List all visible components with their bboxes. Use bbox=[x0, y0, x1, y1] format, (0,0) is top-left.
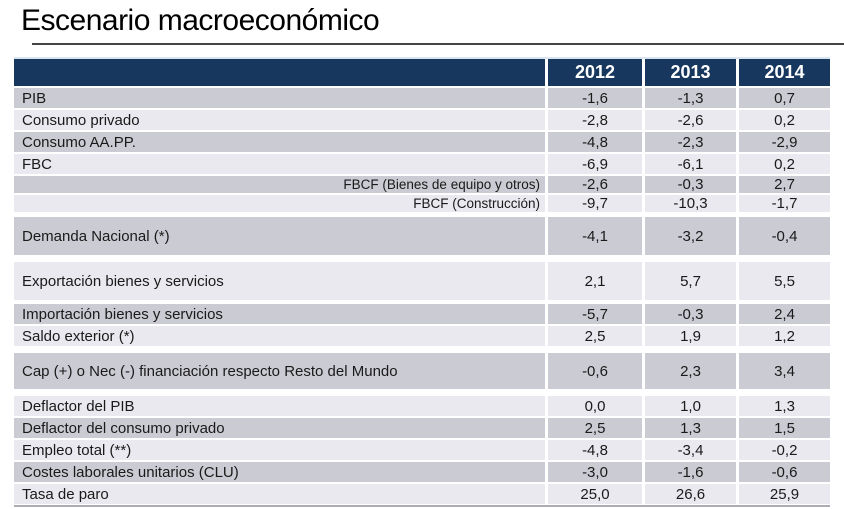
value-cell: 1,0 bbox=[645, 396, 736, 416]
value-cell: -1,6 bbox=[548, 88, 642, 108]
value-cell: 0,7 bbox=[739, 88, 830, 108]
row-label: FBCF (Construcción) bbox=[14, 195, 545, 212]
value-cell: -6,1 bbox=[645, 154, 736, 174]
value-cell: 25,9 bbox=[739, 484, 830, 504]
table-row: Demanda Nacional (*) -4,1 -3,2 -0,4 bbox=[14, 217, 830, 255]
value-cell: -6,9 bbox=[548, 154, 642, 174]
value-cell: -0,6 bbox=[548, 353, 642, 389]
table-row: Cap (+) o Nec (-) financiación respecto … bbox=[14, 353, 830, 389]
value-cell: -5,7 bbox=[548, 304, 642, 324]
value-cell: 1,2 bbox=[739, 326, 830, 346]
table-bottom-border bbox=[14, 505, 830, 507]
table-header-row: 2012 2013 2014 bbox=[14, 57, 830, 86]
row-label: Exportación bienes y servicios bbox=[14, 262, 545, 300]
value-cell: -2,6 bbox=[645, 110, 736, 130]
row-label: Tasa de paro bbox=[14, 484, 545, 504]
value-cell: -1,7 bbox=[739, 195, 830, 212]
row-label: Deflactor del consumo privado bbox=[14, 418, 545, 438]
value-cell: -0,3 bbox=[645, 304, 736, 324]
row-label: Importación bienes y servicios bbox=[14, 304, 545, 324]
row-label: Consumo AA.PP. bbox=[14, 132, 545, 152]
value-cell: 2,4 bbox=[739, 304, 830, 324]
value-cell: 1,3 bbox=[739, 396, 830, 416]
value-cell: -4,8 bbox=[548, 440, 642, 460]
table-row: Tasa de paro 25,0 26,6 25,9 bbox=[14, 484, 830, 504]
value-cell: 1,5 bbox=[739, 418, 830, 438]
table-row: Consumo privado -2,8 -2,6 0,2 bbox=[14, 110, 830, 130]
row-label: Deflactor del PIB bbox=[14, 396, 545, 416]
table-row: Deflactor del consumo privado 2,5 1,3 1,5 bbox=[14, 418, 830, 438]
value-cell: 2,5 bbox=[548, 418, 642, 438]
row-label: Costes laborales unitarios (CLU) bbox=[14, 462, 545, 482]
header-year-2013: 2013 bbox=[645, 59, 736, 86]
table-row: FBCF (Bienes de equipo y otros) -2,6 -0,3 2… bbox=[14, 176, 830, 193]
value-cell: 26,6 bbox=[645, 484, 736, 504]
value-cell: 2,1 bbox=[548, 262, 642, 300]
value-cell: 0,2 bbox=[739, 110, 830, 130]
table-row: Importación bienes y servicios -5,7 -0,3 2,… bbox=[14, 304, 830, 324]
value-cell: -1,6 bbox=[645, 462, 736, 482]
value-cell: -1,3 bbox=[645, 88, 736, 108]
row-label: FBCF (Bienes de equipo y otros) bbox=[14, 176, 545, 193]
value-cell: 2,3 bbox=[645, 353, 736, 389]
value-cell: -3,4 bbox=[645, 440, 736, 460]
header-year-2012: 2012 bbox=[548, 59, 642, 86]
row-label: Cap (+) o Nec (-) financiación respecto … bbox=[14, 353, 545, 389]
value-cell: -3,2 bbox=[645, 217, 736, 255]
table-row: Exportación bienes y servicios 2,1 5,7 5,5 bbox=[14, 262, 830, 300]
value-cell: 0,2 bbox=[739, 154, 830, 174]
row-label: Saldo exterior (*) bbox=[14, 326, 545, 346]
value-cell: -2,6 bbox=[548, 176, 642, 193]
value-cell: 1,9 bbox=[645, 326, 736, 346]
page-title: Escenario macroeconómico bbox=[21, 4, 380, 37]
value-cell: -4,8 bbox=[548, 132, 642, 152]
table-row: Saldo exterior (*) 2,5 1,9 1,2 bbox=[14, 326, 830, 346]
value-cell: -3,0 bbox=[548, 462, 642, 482]
value-cell: -0,3 bbox=[645, 176, 736, 193]
table-row: Consumo AA.PP. -4,8 -2,3 -2,9 bbox=[14, 132, 830, 152]
table-row: FBCF (Construcción) -9,7 -10,3 -1,7 bbox=[14, 195, 830, 212]
value-cell: -2,9 bbox=[739, 132, 830, 152]
row-label: Demanda Nacional (*) bbox=[14, 217, 545, 255]
value-cell: 1,3 bbox=[645, 418, 736, 438]
value-cell: -0,4 bbox=[739, 217, 830, 255]
value-cell: -9,7 bbox=[548, 195, 642, 212]
table-row: Empleo total (**) -4,8 -3,4 -0,2 bbox=[14, 440, 830, 460]
row-label: FBC bbox=[14, 154, 545, 174]
row-label: Empleo total (**) bbox=[14, 440, 545, 460]
value-cell: -4,1 bbox=[548, 217, 642, 255]
table-body: PIB -1,6 -1,3 0,7 Consumo privado -2,8 -2,6 0,2… bbox=[14, 88, 830, 504]
header-label-cell bbox=[14, 59, 545, 86]
header-year-2014: 2014 bbox=[739, 59, 830, 86]
value-cell: 5,7 bbox=[645, 262, 736, 300]
value-cell: 0,0 bbox=[548, 396, 642, 416]
value-cell: 2,7 bbox=[739, 176, 830, 193]
value-cell: -0,2 bbox=[739, 440, 830, 460]
table-row: Deflactor del PIB 0,0 1,0 1,3 bbox=[14, 396, 830, 416]
table-row: FBC -6,9 -6,1 0,2 bbox=[14, 154, 830, 174]
value-cell: -0,6 bbox=[739, 462, 830, 482]
value-cell: -10,3 bbox=[645, 195, 736, 212]
value-cell: -2,8 bbox=[548, 110, 642, 130]
row-label: PIB bbox=[14, 88, 545, 108]
row-label: Consumo privado bbox=[14, 110, 545, 130]
macro-table: 2012 2013 2014 PIB -1,6 -1,3 0,7 Consumo pri… bbox=[14, 57, 830, 507]
value-cell: 2,5 bbox=[548, 326, 642, 346]
value-cell: -2,3 bbox=[645, 132, 736, 152]
table-row: Costes laborales unitarios (CLU) -3,0 -1,6… bbox=[14, 462, 830, 482]
value-cell: 25,0 bbox=[548, 484, 642, 504]
value-cell: 5,5 bbox=[739, 262, 830, 300]
value-cell: 3,4 bbox=[739, 353, 830, 389]
title-underline bbox=[32, 43, 844, 45]
table-row: PIB -1,6 -1,3 0,7 bbox=[14, 88, 830, 108]
